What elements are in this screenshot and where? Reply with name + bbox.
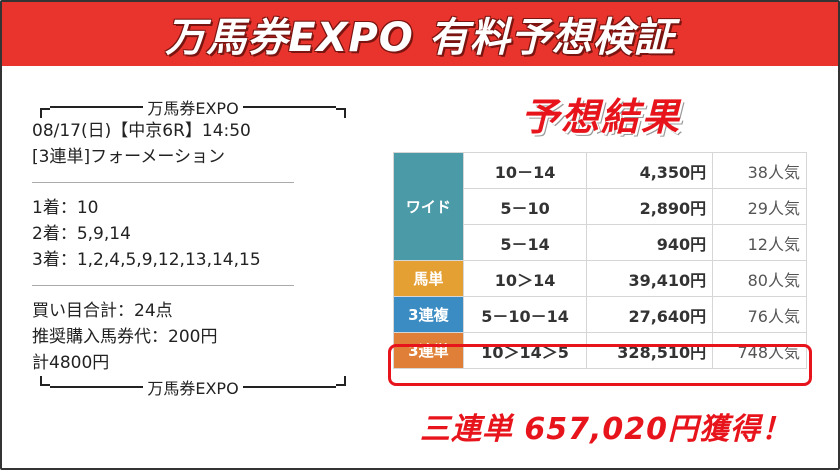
header-banner: 万馬券EXPO 有料予想検証	[2, 2, 838, 66]
ticket-frame-bottom: 万馬券EXPO	[40, 376, 347, 398]
table-row: 馬単 10＞14 39,410円 80人気	[393, 260, 807, 297]
payout-cell: 39,410円	[586, 260, 714, 297]
payout-cell: 328,510円	[586, 332, 714, 369]
race-info: 08/17(日)【中京6R】14:50	[32, 121, 251, 141]
divider	[32, 182, 294, 183]
payout-cell: 27,640円	[586, 296, 714, 333]
popularity-cell: 29人気	[712, 188, 807, 225]
combo-cell: 5－10－14	[462, 296, 588, 333]
winnings-text: 三連単 657,020円獲得！	[419, 412, 793, 447]
ticket-frame-top-label: 万馬券EXPO	[147, 99, 239, 118]
category-sanrenpuku: 3連複	[393, 296, 464, 333]
winning-row-highlight	[388, 344, 812, 386]
popularity-cell: 76人気	[712, 296, 807, 333]
table-row: 3連複 5－10－14 27,640円 76人気	[393, 296, 807, 333]
combo-cell: 10－14	[462, 152, 588, 189]
category-sanrentan: 3連単	[393, 332, 464, 369]
table-row: ワイド 10－14 4,350円 38人気	[393, 152, 807, 261]
divider	[32, 285, 294, 286]
ticket-panel: 万馬券EXPO 08/17(日)【中京6R】14:50 [3連単]フォーメーショ…	[32, 96, 352, 398]
bet-type: [3連単]フォーメーション	[32, 147, 226, 167]
popularity-cell: 748人気	[712, 332, 807, 369]
recommended-stake: 推奨購入馬券代：200円	[32, 327, 218, 347]
popularity-cell: 80人気	[712, 260, 807, 297]
table-row: 5－14 940円 12人気	[394, 224, 807, 261]
ticket-frame-top: 万馬券EXPO	[40, 96, 347, 118]
combo-cell: 10＞14	[462, 260, 588, 297]
second-place-pick: 2着：5,9,14	[32, 224, 131, 244]
category-wide: ワイド	[393, 152, 464, 261]
combo-cell: 5－14	[462, 224, 588, 261]
payout-cell: 940円	[586, 224, 714, 261]
table-row: 5－10 2,890円 29人気	[394, 188, 807, 225]
category-umatan: 馬単	[393, 260, 464, 297]
popularity-cell: 12人気	[712, 224, 807, 261]
total-cost: 計4800円	[32, 353, 110, 373]
ticket-frame-bottom-label: 万馬券EXPO	[147, 379, 239, 398]
popularity-cell: 38人気	[712, 152, 807, 189]
banner-title: 万馬券EXPO 有料予想検証	[165, 15, 675, 61]
third-place-pick: 3着：1,2,4,5,9,12,13,14,15	[32, 250, 261, 270]
combo-cell: 5－10	[462, 188, 588, 225]
first-place-pick: 1着：10	[32, 198, 99, 218]
total-points: 買い目合計：24点	[32, 301, 173, 321]
results-title: 予想結果	[520, 95, 681, 139]
results-table: ワイド 10－14 4,350円 38人気 5－10 2,890円 29人気 5…	[393, 152, 807, 369]
table-row: 3連単 10＞14＞5 328,510円 748人気	[393, 332, 807, 369]
payout-cell: 4,350円	[586, 152, 714, 189]
payout-cell: 2,890円	[586, 188, 714, 225]
